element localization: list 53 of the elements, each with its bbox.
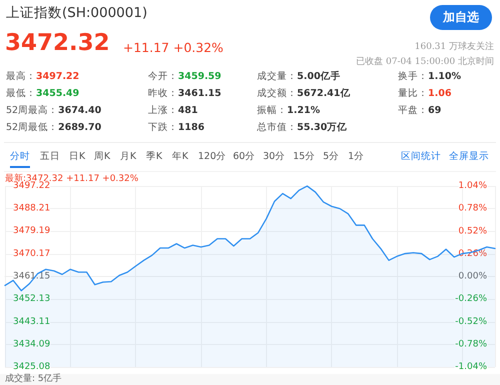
text: 月K <box>120 150 136 164</box>
text: 已收盘 07-04 15:00:00 北京时间 <box>356 57 494 67</box>
text: 52周最高：3674.40 <box>6 105 102 116</box>
text: 15分 <box>293 150 316 164</box>
y2-tick-label: 1.04% <box>458 181 488 191</box>
chart-title: 上证指数(SH:000001) <box>6 5 148 21</box>
y2-tick-label: 0.52% <box>458 226 488 236</box>
text: +11.17 +0.32% <box>123 40 224 55</box>
text: 加自选 <box>430 5 492 30</box>
y-tick-label: 3443.11 <box>13 316 50 327</box>
text: 最高：3497.22 <box>6 71 80 82</box>
text: 成交量：5.00亿手 <box>257 71 340 82</box>
y2-tick-label: -0.26% <box>455 294 488 304</box>
text: 周K <box>94 150 110 164</box>
y2-tick-label: 0.78% <box>458 204 488 214</box>
text: 120分 <box>198 150 226 164</box>
text: 量比：1.06 <box>398 88 452 99</box>
y2-tick-label: -0.78% <box>455 339 488 350</box>
text: 平盘：69 <box>398 105 442 116</box>
text: 1分 <box>348 150 364 164</box>
text: 振幅：1.21% <box>257 105 320 116</box>
text: 60分 <box>233 150 256 164</box>
text: 成交额：5672.41亿 <box>257 88 350 99</box>
text: 换手：1.10% <box>398 71 461 82</box>
y2-tick-label: 0.00% <box>458 272 488 282</box>
text: 30分 <box>263 150 286 164</box>
text: 季K <box>146 150 162 164</box>
text: 年K <box>172 150 188 164</box>
y2-tick-label: -0.52% <box>455 316 488 327</box>
text: 五日 <box>40 150 60 164</box>
text: 3472.32 <box>5 30 110 56</box>
text: 成交量: 5亿手 <box>5 374 62 385</box>
text: 52周最低：2689.70 <box>6 122 102 133</box>
text: 今开：3459.59 <box>148 71 222 82</box>
y-tick-label: 3434.09 <box>13 339 50 350</box>
text: 总市值：55.30万亿 <box>257 122 348 133</box>
y-tick-label: 3479.19 <box>13 226 50 236</box>
text: 下跌：1186 <box>148 122 204 133</box>
text: 最低：3455.49 <box>6 88 80 99</box>
text: 全屏显示 <box>449 150 489 163</box>
y-tick-label: 3497.22 <box>13 181 50 191</box>
text: 5分 <box>323 150 340 164</box>
text: 上涨：481 <box>148 105 198 116</box>
y-tick-label: 3470.17 <box>13 248 50 259</box>
text: 分时 <box>10 150 30 168</box>
y-tick-label: 3488.21 <box>13 204 50 214</box>
y2-tick-label: -1.04% <box>455 362 488 372</box>
text: 160.31 万球友关注 <box>414 42 494 52</box>
y-tick-label: 3425.08 <box>13 362 50 372</box>
y-tick-label: 3452.13 <box>13 294 50 304</box>
text: 日K <box>69 150 86 164</box>
text: 昨收：3461.15 <box>148 88 222 99</box>
text: 区间统计 <box>401 150 441 163</box>
